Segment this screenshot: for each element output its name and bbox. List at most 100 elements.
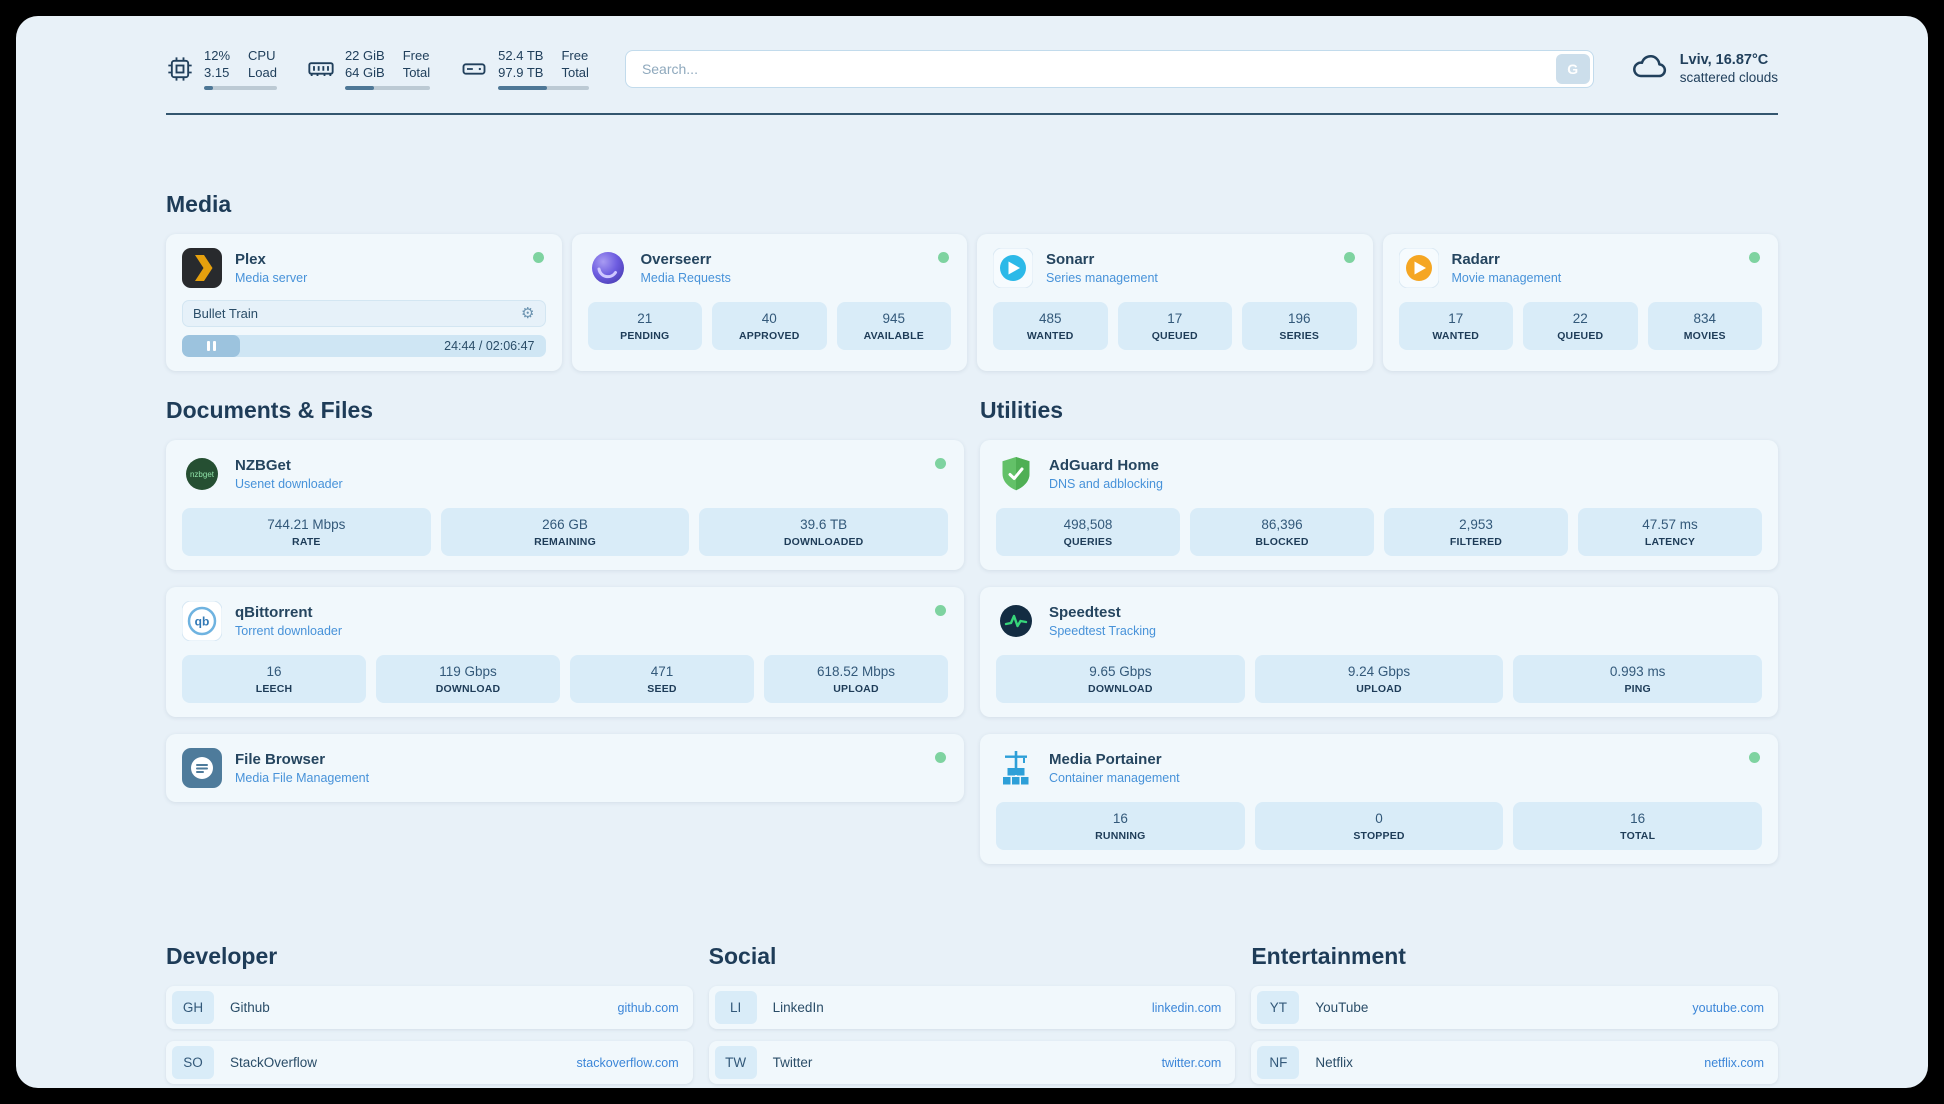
header-divider: [166, 113, 1778, 115]
dashboard-page: 12% 3.15 CPU Load: [16, 16, 1928, 1088]
bookmark-abbr: TW: [714, 1046, 757, 1079]
app-subtitle: Series management: [1046, 271, 1158, 285]
section-documents: Documents & Files nzbget NZBGet Usenet d…: [166, 397, 964, 819]
disk-label-top: Free: [561, 48, 589, 63]
radarr-card[interactable]: Radarr Movie management 17 WANTED 22 QUE…: [1382, 234, 1778, 371]
search-provider-button[interactable]: G: [1555, 53, 1590, 84]
bookmark-linkedin[interactable]: LI LinkedIn linkedin.com: [708, 986, 1236, 1029]
bookmark-abbr: YT: [1257, 991, 1300, 1024]
weather-widget: Lviv, 16.87°C scattered clouds: [1630, 46, 1778, 91]
bookmark-name: LinkedIn: [772, 1000, 824, 1015]
status-dot: [935, 752, 946, 763]
search-input[interactable]: [624, 49, 1594, 88]
app-subtitle: Media Requests: [640, 271, 731, 285]
system-widgets: 12% 3.15 CPU Load: [166, 47, 589, 90]
gear-icon[interactable]: ⚙: [521, 305, 535, 322]
cloud-icon: [1630, 46, 1670, 91]
radarr-icon: [1398, 248, 1439, 288]
stat-movies: 834 MOVIES: [1647, 302, 1762, 350]
status-dot: [935, 605, 946, 616]
app-subtitle: Torrent downloader: [235, 624, 343, 638]
bookmarks-developer: Developer GH Github github.com SO StackO…: [166, 943, 693, 1088]
svg-text:qb: qb: [195, 615, 210, 629]
bookmarks-social: Social LI LinkedIn linkedin.com TW Twitt…: [708, 943, 1236, 1088]
app-name: Overseerr: [640, 251, 712, 268]
svg-text:nzbget: nzbget: [190, 470, 215, 479]
disk-free-value: 52.4 TB: [498, 48, 544, 63]
speedtest-card[interactable]: Speedtest Speedtest Tracking 9.65 Gbps D…: [980, 587, 1778, 717]
app-subtitle: Movie management: [1451, 271, 1562, 285]
bookmark-netflix[interactable]: NF Netflix netflix.com: [1251, 1041, 1778, 1084]
bookmark-github[interactable]: GH Github github.com: [166, 986, 693, 1029]
stat-stopped: 0 STOPPED: [1254, 802, 1504, 850]
bookmark-abbr: LI: [714, 991, 757, 1024]
bookmark-twitter[interactable]: TW Twitter twitter.com: [708, 1041, 1236, 1084]
section-title-developer: Developer: [166, 943, 278, 969]
app-subtitle: DNS and adblocking: [1049, 477, 1163, 491]
stat-remaining: 266 GB REMAINING: [440, 508, 690, 556]
sonarr-card[interactable]: Sonarr Series management 485 WANTED 17 Q…: [977, 234, 1373, 371]
bookmark-abbr: GH: [172, 991, 214, 1024]
filebrowser-icon: [182, 748, 222, 788]
status-dot: [938, 252, 949, 263]
now-playing-row: Bullet Train ⚙: [182, 300, 546, 327]
memory-label-bottom: Total: [402, 65, 431, 80]
portainer-icon: [996, 748, 1036, 788]
pause-button[interactable]: [182, 335, 241, 357]
stat-rate: 744.21 Mbps RATE: [182, 508, 431, 556]
bookmark-youtube[interactable]: YT YouTube youtube.com: [1251, 986, 1778, 1029]
memory-ram-icon: [307, 55, 335, 83]
status-dot: [935, 458, 946, 469]
portainer-card[interactable]: Media Portainer Container management 16 …: [980, 734, 1778, 864]
nzbget-icon: nzbget: [182, 454, 222, 494]
section-title-utilities: Utilities: [980, 397, 1064, 423]
plex-card[interactable]: Plex Media server Bullet Train ⚙ 24:44 /…: [166, 234, 562, 371]
adguard-card[interactable]: AdGuard Home DNS and adblocking 498,508 …: [980, 440, 1778, 570]
disk-widget: 52.4 TB 97.9 TB Free Total: [460, 47, 589, 90]
stat-running: 16 RUNNING: [996, 802, 1245, 850]
stat-total: 16 TOTAL: [1513, 802, 1763, 850]
status-dot: [532, 252, 544, 263]
status-dot: [1749, 752, 1760, 763]
stat-download: 119 Gbps DOWNLOAD: [376, 655, 560, 703]
bookmark-name: YouTube: [1315, 1000, 1369, 1015]
stat-blocked: 86,396 BLOCKED: [1190, 508, 1374, 556]
filebrowser-card[interactable]: File Browser Media File Management: [166, 734, 964, 802]
bookmark-url: twitter.com: [1161, 1055, 1222, 1070]
cpu-load-value: 3.15: [204, 65, 230, 80]
plex-icon: [182, 248, 222, 288]
qbittorrent-card[interactable]: qb qBittorrent Torrent downloader 16 LEE…: [166, 587, 964, 717]
app-subtitle: Media server: [235, 271, 308, 285]
stat-queued: 22 QUEUED: [1523, 302, 1638, 350]
stat-approved: 40 APPROVED: [712, 302, 827, 350]
cpu-widget: 12% 3.15 CPU Load: [166, 47, 277, 90]
qbittorrent-icon: qb: [182, 601, 222, 641]
stat-wanted: 485 WANTED: [993, 302, 1108, 350]
cpu-label-top: CPU: [248, 48, 276, 63]
stat-pending: 21 PENDING: [587, 302, 702, 350]
overseerr-card[interactable]: Overseerr Media Requests 21 PENDING 40 A…: [571, 234, 967, 371]
section-utilities: Utilities AdGuard Home DNS and adblockin…: [980, 397, 1778, 881]
bookmark-name: Netflix: [1315, 1055, 1353, 1070]
app-name: Sonarr: [1046, 251, 1095, 268]
disk-total-value: 97.9 TB: [498, 65, 544, 80]
playback-progress-bar: 24:44 / 02:06:47: [182, 335, 546, 357]
memory-total-value: 64 GiB: [344, 65, 385, 80]
section-title-social: Social: [708, 943, 777, 969]
memory-free-value: 22 GiB: [344, 48, 385, 63]
nzbget-card[interactable]: nzbget NZBGet Usenet downloader 744.21 M…: [166, 440, 964, 570]
bookmark-url: netflix.com: [1704, 1055, 1764, 1070]
bookmark-stackoverflow[interactable]: SO StackOverflow stackoverflow.com: [166, 1041, 693, 1084]
bookmark-url: youtube.com: [1692, 1000, 1764, 1015]
section-media: Media Plex Media server Bullet Train ⚙: [166, 191, 1778, 371]
bookmarks-entertainment: Entertainment YT YouTube youtube.com NF …: [1251, 943, 1778, 1088]
search-bar: G: [624, 49, 1594, 88]
stat-leech: 16 LEECH: [182, 655, 366, 703]
app-name: AdGuard Home: [1049, 457, 1160, 474]
stat-download: 9.65 Gbps DOWNLOAD: [996, 655, 1245, 703]
stat-available: 945 AVAILABLE: [836, 302, 951, 350]
sonarr-icon: [993, 248, 1033, 288]
stat-filtered: 2,953 FILTERED: [1384, 508, 1568, 556]
app-name: NZBGet: [235, 457, 291, 474]
stat-upload: 9.24 Gbps UPLOAD: [1254, 655, 1504, 703]
